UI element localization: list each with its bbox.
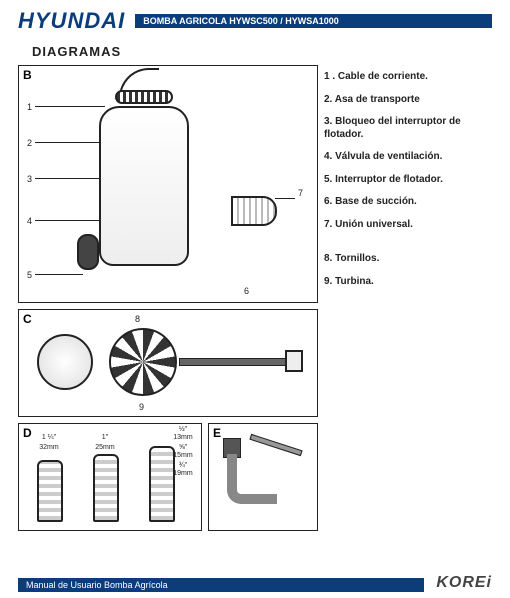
callout-7: 7 (298, 188, 303, 198)
legend-8: 8. Tornillos. (324, 253, 492, 266)
pipe-2 (93, 454, 119, 522)
legend-4: 4. Válvula de ventilación. (324, 151, 492, 164)
footer-logo: KOREi (424, 574, 492, 592)
brand-logo: HYUNDAI (18, 8, 125, 34)
size-3a: ½" (163, 426, 203, 433)
legend-6: 6. Base de succión. (324, 196, 492, 209)
legend-group-c: 8. Tornillos. 9. Turbina. (324, 253, 492, 288)
size-1b: 32mm (29, 444, 69, 451)
size-1a: 1 ¼" (29, 434, 69, 441)
size-3b: 13mm (163, 434, 203, 441)
content: B 1 2 3 4 5 6 7 C 8 9 (0, 65, 510, 537)
pump-outlet (231, 196, 277, 226)
float-switch (77, 234, 99, 270)
legend-5: 5. Interruptor de flotador. (324, 174, 492, 187)
size-2a: 1" (85, 434, 125, 441)
size-3e: ¾" (163, 462, 203, 469)
size-2b: 25mm (85, 444, 125, 451)
legend-7: 7. Unión universal. (324, 219, 492, 232)
turbine-housing (37, 334, 93, 390)
callout-9: 9 (139, 402, 144, 412)
size-3d: 15mm (163, 452, 203, 459)
size-3f: 19mm (163, 470, 203, 477)
panel-b-label: B (23, 68, 32, 82)
panel-c: C 8 9 (18, 309, 318, 417)
model-bar: BOMBA AGRICOLA HYWSC500 / HYWSA1000 (135, 14, 492, 28)
panel-e: E (208, 423, 318, 531)
footer-bar: Manual de Usuario Bomba Agrícola (18, 578, 424, 592)
callout-3: 3 (27, 174, 32, 184)
diagrams-column: B 1 2 3 4 5 6 7 C 8 9 (18, 65, 318, 537)
row-d-e: D 1 ¼" 32mm 1" 25mm ½" 13mm ⅝" 15mm ¾" 1… (18, 423, 318, 537)
screwdriver-tip (285, 350, 303, 372)
header: HYUNDAI BOMBA AGRICOLA HYWSC500 / HYWSA1… (0, 0, 510, 38)
callout-4: 4 (27, 216, 32, 226)
panel-d: D 1 ¼" 32mm 1" 25mm ½" 13mm ⅝" 15mm ¾" 1… (18, 423, 202, 531)
legend-1: 1 . Cable de corriente. (324, 71, 492, 84)
panel-e-label: E (213, 426, 221, 440)
shaft (179, 358, 289, 366)
turbine-wheel (109, 328, 177, 396)
callout-1: 1 (27, 102, 32, 112)
e-wrench (249, 434, 302, 456)
footer: Manual de Usuario Bomba Agrícola KOREi (0, 574, 510, 592)
size-3c: ⅝" (163, 444, 203, 451)
callout-8: 8 (135, 314, 140, 324)
pump-body (99, 106, 189, 266)
panel-b: B 1 2 3 4 5 6 7 (18, 65, 318, 303)
legend-9: 9. Turbina. (324, 276, 492, 289)
callout-6: 6 (244, 286, 249, 296)
pump-handle (115, 90, 173, 104)
page-title: DIAGRAMAS (0, 38, 510, 65)
pipe-1 (37, 460, 63, 522)
legend-2: 2. Asa de transporte (324, 94, 492, 107)
callout-2: 2 (27, 138, 32, 148)
e-elbow (227, 454, 277, 504)
callout-5: 5 (27, 270, 32, 280)
panel-c-label: C (23, 312, 32, 326)
legend-3: 3. Bloqueo del interruptor de flotador. (324, 116, 492, 141)
legend-column: 1 . Cable de corriente. 2. Asa de transp… (324, 65, 492, 537)
